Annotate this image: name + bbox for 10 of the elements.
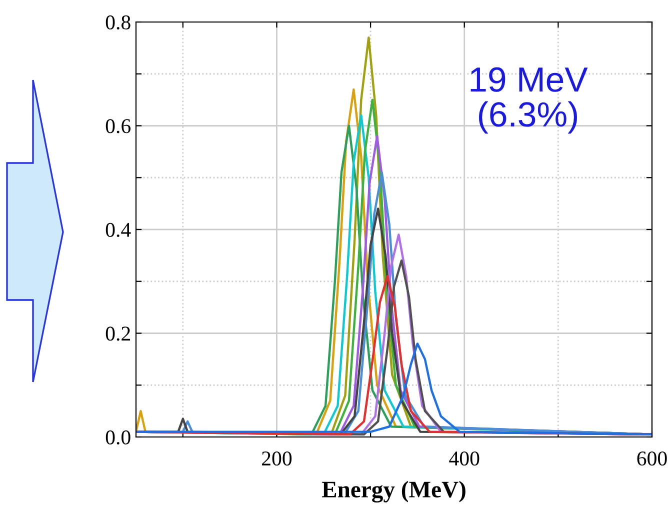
y-tick-label: 0.6: [106, 119, 131, 134]
x-axis-title: Energy (MeV): [322, 480, 466, 502]
x-tick-label: 200: [262, 451, 292, 466]
x-tick-label: 400: [449, 451, 480, 466]
y-tick-label: 0.4: [106, 222, 131, 238]
x-tick-label: 600: [637, 451, 667, 466]
y-tick-label: 0.2: [106, 326, 130, 341]
y-tick-label: 0.8: [106, 15, 130, 30]
annotation: 19 MeV (6.3%): [470, 67, 588, 134]
y-tick-label: 0.0: [106, 430, 130, 445]
